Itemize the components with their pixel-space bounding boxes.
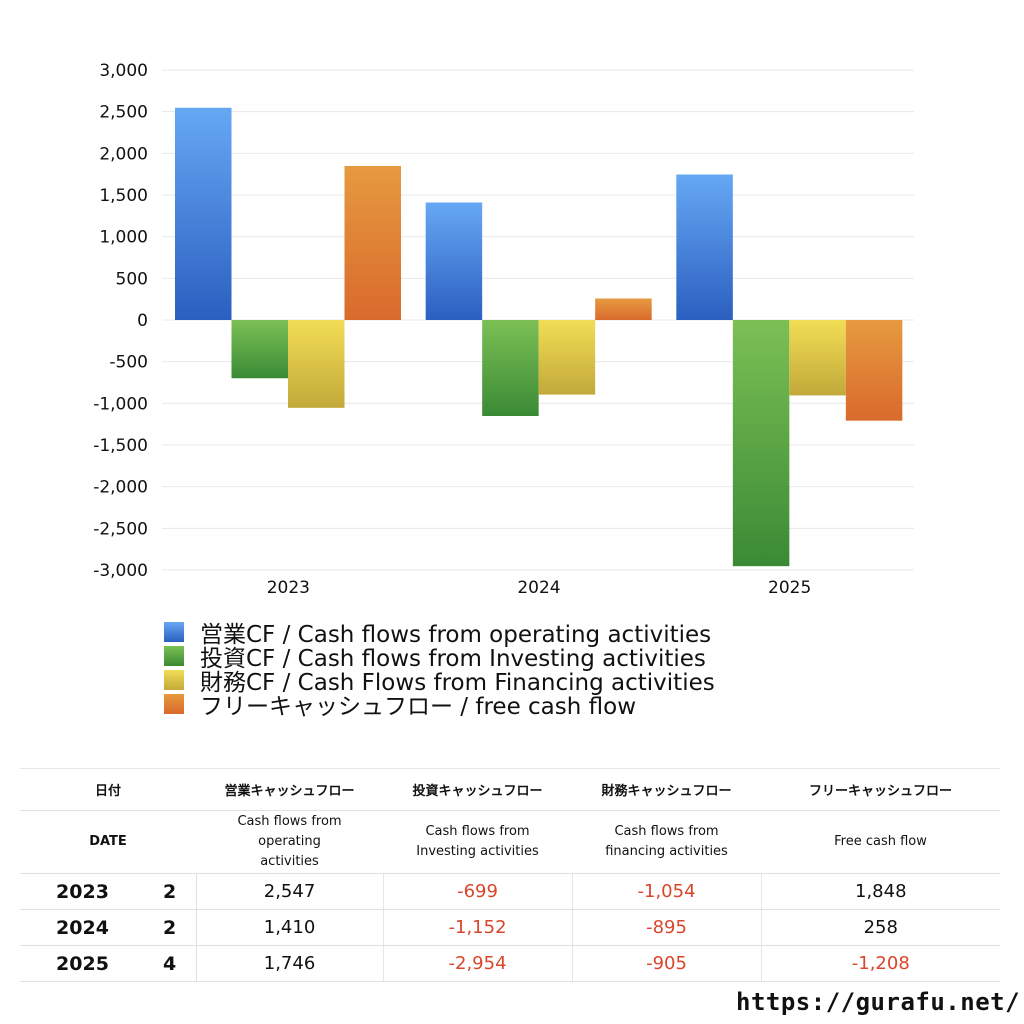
row-year: 2023 <box>20 873 145 910</box>
bar-2024-s0 <box>425 202 483 320</box>
legend-label-investing: 投資CF / Cash flows from Investing activit… <box>200 646 706 672</box>
y-tick-label: -2,500 <box>93 519 148 539</box>
row-quarter: 2 <box>145 873 197 910</box>
y-axis: 3,000 2,500 2,000 1,500 1,000 500 0 -500 -1,000 -… <box>93 61 148 581</box>
header-free-ja: フリーキャッシュフロー <box>761 768 1001 811</box>
y-tick-label: -1,500 <box>93 436 148 456</box>
bar-2023-s3 <box>344 166 401 320</box>
header-operating-en: Cash flows from operating activities <box>196 810 384 874</box>
cell-investing: -699 <box>383 873 573 910</box>
row-year: 2024 <box>20 909 145 946</box>
x-tick-label: 2025 <box>768 578 811 598</box>
bars <box>175 107 903 567</box>
legend-swatch-operating <box>164 622 184 642</box>
legend-item-free: フリーキャッシュフロー / free cash flow <box>164 692 715 720</box>
header-date-ja: 日付 <box>20 768 197 811</box>
header-operating-ja: 営業キャッシュフロー <box>196 768 384 811</box>
bar-2023-s1 <box>231 320 288 379</box>
cell-operating: 1,410 <box>196 909 384 946</box>
cell-financing: -895 <box>572 909 762 946</box>
table-header-en: DATE Cash flows from operating activitie… <box>20 810 1001 874</box>
cash-flow-bar-chart: 3,000 2,500 2,000 1,500 1,000 500 0 -500 -1,000 -… <box>93 61 914 598</box>
header-financing-ja: 財務キャッシュフロー <box>572 768 762 811</box>
y-tick-label: -3,000 <box>93 561 148 581</box>
row-quarter: 4 <box>145 945 197 982</box>
row-year: 2025 <box>20 945 145 982</box>
x-tick-label: 2023 <box>267 578 310 598</box>
y-tick-label: 3,000 <box>99 61 148 81</box>
legend-label-financing: 財務CF / Cash Flows from Financing activit… <box>200 670 715 696</box>
cash-flow-table: 日付 営業キャッシュフロー 投資キャッシュフロー 財務キャッシュフロー フリーキ… <box>20 768 1001 982</box>
y-tick-label: 2,000 <box>99 144 148 164</box>
legend-label-operating: 営業CF / Cash flows from operating activit… <box>200 622 712 648</box>
legend-swatch-financing <box>164 670 184 690</box>
bar-2024-s1 <box>482 320 539 416</box>
bar-2023-s0 <box>175 107 232 320</box>
legend-swatch-investing <box>164 646 184 666</box>
cell-operating: 1,746 <box>196 945 384 982</box>
y-tick-label: -500 <box>109 353 148 373</box>
legend-swatch-free <box>164 694 184 714</box>
cell-operating: 2,547 <box>196 873 384 910</box>
y-tick-label: 2,500 <box>99 103 148 123</box>
row-quarter: 2 <box>145 909 197 946</box>
header-date-en: DATE <box>20 810 197 874</box>
y-tick-label: 500 <box>116 269 148 289</box>
y-tick-label: 0 <box>137 311 148 331</box>
legend: 営業CF / Cash flows from operating activit… <box>164 620 715 720</box>
bar-2023-s2 <box>288 320 345 408</box>
header-investing-en: Cash flows from Investing activities <box>383 810 573 874</box>
x-axis: 2023 2024 2025 <box>267 578 812 598</box>
cell-financing: -905 <box>572 945 762 982</box>
cell-financing: -1,054 <box>572 873 762 910</box>
table-row: 2024 2 1,410 -1,152 -895 258 <box>20 909 1001 946</box>
cell-investing: -1,152 <box>383 909 573 946</box>
y-tick-label: 1,500 <box>99 186 148 206</box>
y-tick-label: -1,000 <box>93 394 148 414</box>
y-tick-label: -2,000 <box>93 478 148 498</box>
bar-2025-s2 <box>789 320 846 396</box>
table-header-ja: 日付 営業キャッシュフロー 投資キャッシュフロー 財務キャッシュフロー フリーキ… <box>20 768 1001 811</box>
bar-2024-s3 <box>595 298 652 320</box>
x-tick-label: 2024 <box>517 578 560 598</box>
cell-free: 258 <box>761 909 1001 946</box>
table-row: 2023 2 2,547 -699 -1,054 1,848 <box>20 873 1001 910</box>
legend-item-investing: 投資CF / Cash flows from Investing activit… <box>164 644 715 672</box>
header-financing-en: Cash flows from financing activities <box>572 810 762 874</box>
cell-free: -1,208 <box>761 945 1001 982</box>
cell-investing: -2,954 <box>383 945 573 982</box>
header-free-en: Free cash flow <box>761 810 1001 874</box>
bar-2024-s2 <box>538 320 596 395</box>
bar-2025-s0 <box>676 174 733 320</box>
legend-label-free: フリーキャッシュフロー / free cash flow <box>200 694 637 720</box>
table-row: 2025 4 1,746 -2,954 -905 -1,208 <box>20 945 1001 982</box>
bar-2025-s3 <box>845 320 903 421</box>
legend-item-financing: 財務CF / Cash Flows from Financing activit… <box>164 668 715 696</box>
bar-2025-s1 <box>732 320 790 567</box>
y-tick-label: 1,000 <box>99 228 148 248</box>
site-url: https://gurafu.net/ <box>736 988 1021 1016</box>
header-investing-ja: 投資キャッシュフロー <box>383 768 573 811</box>
cell-free: 1,848 <box>761 873 1001 910</box>
legend-item-operating: 営業CF / Cash flows from operating activit… <box>164 620 715 648</box>
